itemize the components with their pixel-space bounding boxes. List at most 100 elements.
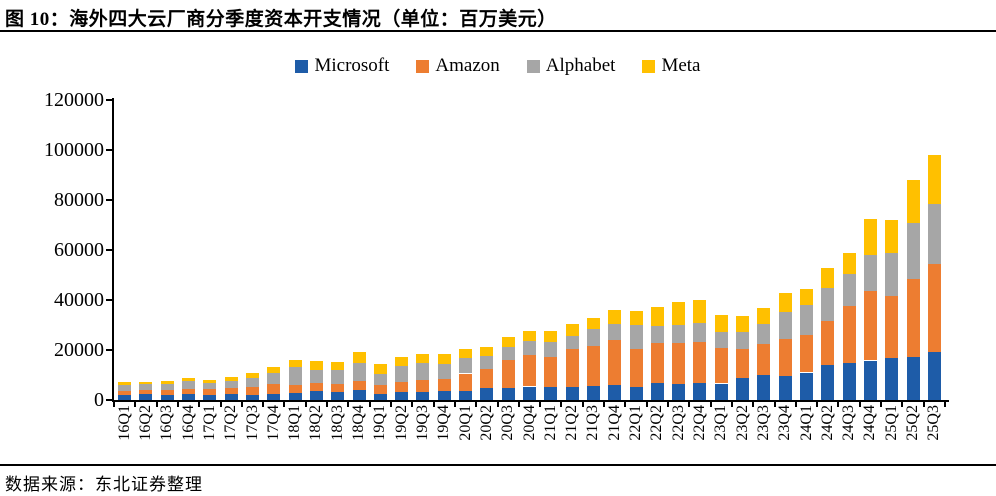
x-axis-label: 17Q4 (264, 405, 282, 441)
bar-segment-amazon-16Q4 (182, 389, 196, 394)
bar-segment-amazon-18Q3 (331, 383, 345, 392)
bar-segment-amazon-22Q4 (693, 341, 707, 383)
bar-segment-meta-23Q1 (714, 315, 728, 333)
x-tick (411, 400, 414, 407)
bar-segment-microsoft-19Q3 (416, 391, 430, 400)
bar-segment-microsoft-18Q3 (331, 392, 345, 400)
bar-segment-alphabet-21Q3 (586, 329, 600, 347)
bar-segment-microsoft-23Q1 (714, 383, 728, 400)
bar-segment-alphabet-18Q3 (331, 370, 345, 384)
bar-segment-meta-19Q3 (416, 354, 430, 363)
x-tick (645, 400, 648, 407)
bar-segment-meta-20Q1 (459, 348, 473, 359)
legend-item-microsoft: Microsoft (295, 55, 389, 77)
bar-segment-amazon-21Q4 (608, 339, 622, 386)
x-axis-label: 22Q4 (690, 405, 708, 441)
x-axis-label: 23Q2 (733, 405, 751, 441)
bar-segment-microsoft-16Q1 (118, 394, 132, 400)
x-tick (560, 400, 563, 407)
bar-segment-amazon-23Q3 (757, 344, 771, 376)
legend-label: Amazon (435, 55, 500, 76)
bar-segment-microsoft-22Q2 (650, 382, 664, 400)
bar-segment-amazon-18Q4 (352, 380, 366, 391)
bar-segment-meta-23Q2 (736, 316, 750, 332)
bar-segment-microsoft-22Q1 (629, 386, 643, 400)
x-axis-label: 24Q2 (818, 405, 836, 441)
bar-segment-amazon-17Q3 (246, 386, 259, 395)
x-axis-label: 20Q1 (456, 405, 474, 441)
y-axis-label: 40000 (54, 289, 104, 311)
y-tick (106, 199, 113, 201)
x-tick (155, 400, 158, 407)
bar-segment-microsoft-20Q4 (523, 386, 536, 400)
x-tick (837, 400, 840, 407)
bar-segment-meta-25Q2 (906, 180, 920, 223)
bar-segment-alphabet-20Q3 (501, 346, 515, 361)
x-tick (773, 400, 776, 407)
bar-segment-amazon-21Q1 (544, 357, 558, 388)
bar-segment-amazon-22Q1 (629, 349, 643, 387)
x-axis-line (112, 400, 949, 402)
x-tick (453, 400, 456, 407)
legend-item-amazon: Amazon (416, 55, 500, 77)
bar-segment-alphabet-16Q3 (160, 383, 174, 391)
legend-swatch-meta (642, 59, 656, 73)
bar-segment-alphabet-20Q1 (459, 358, 473, 374)
bar-segment-microsoft-25Q2 (906, 357, 920, 400)
data-source-note: 数据来源：东北证券整理 (5, 475, 203, 494)
x-axis-label: 23Q1 (712, 405, 730, 441)
bar-segment-meta-22Q2 (650, 307, 664, 327)
bar-segment-microsoft-17Q3 (246, 394, 259, 400)
bar-segment-amazon-22Q2 (650, 343, 664, 383)
y-tick (106, 349, 113, 351)
x-axis-label: 18Q1 (286, 405, 304, 441)
chart-legend: Microsoft Amazon Alphabet Meta (0, 55, 996, 77)
bar-segment-alphabet-19Q2 (395, 366, 409, 382)
bar-segment-meta-18Q3 (331, 362, 345, 371)
bar-segment-meta-16Q3 (160, 381, 174, 384)
bar-segment-meta-23Q3 (757, 307, 771, 324)
bar-segment-microsoft-24Q4 (863, 360, 877, 400)
x-tick (219, 400, 222, 407)
x-tick (176, 400, 179, 407)
bar-segment-microsoft-20Q1 (459, 390, 473, 400)
x-tick (347, 400, 350, 407)
y-tick (106, 399, 113, 401)
x-tick (496, 400, 499, 407)
bar-segment-microsoft-23Q2 (736, 377, 750, 400)
bar-segment-alphabet-22Q2 (650, 326, 664, 344)
x-tick (240, 400, 243, 407)
legend-label: Meta (661, 55, 701, 76)
x-tick (432, 400, 435, 407)
bar-segment-amazon-16Q1 (118, 391, 132, 395)
bar-segment-microsoft-18Q1 (288, 392, 302, 400)
bar-segment-alphabet-16Q4 (182, 381, 196, 390)
title-divider (0, 30, 996, 32)
bar-segment-amazon-19Q4 (437, 378, 451, 392)
x-axis-label: 20Q3 (499, 405, 517, 441)
x-axis-label: 19Q2 (392, 405, 410, 441)
y-axis-label: 100000 (44, 139, 104, 161)
x-tick (794, 400, 797, 407)
bar-segment-meta-23Q4 (778, 292, 792, 312)
x-axis-label: 16Q1 (115, 405, 133, 441)
bar-segment-meta-22Q4 (693, 299, 707, 323)
bar-segment-amazon-20Q3 (501, 360, 515, 388)
bar-segment-microsoft-18Q2 (309, 391, 323, 400)
bar-segment-alphabet-23Q3 (757, 323, 771, 345)
bar-segment-alphabet-25Q1 (885, 252, 899, 296)
bar-segment-meta-16Q4 (182, 378, 196, 382)
x-tick (730, 400, 733, 407)
legend-label: Microsoft (314, 55, 390, 76)
bar-segment-microsoft-21Q3 (586, 385, 600, 400)
x-tick (539, 400, 542, 407)
bar-segment-alphabet-18Q1 (288, 366, 302, 385)
y-axis-label: 120000 (44, 89, 104, 111)
bar-segment-meta-21Q4 (608, 309, 622, 324)
bar-segment-microsoft-22Q3 (672, 384, 686, 400)
bar-segment-amazon-25Q1 (885, 295, 899, 359)
bar-segment-microsoft-23Q3 (757, 375, 771, 400)
bar-segment-amazon-16Q3 (160, 390, 174, 395)
